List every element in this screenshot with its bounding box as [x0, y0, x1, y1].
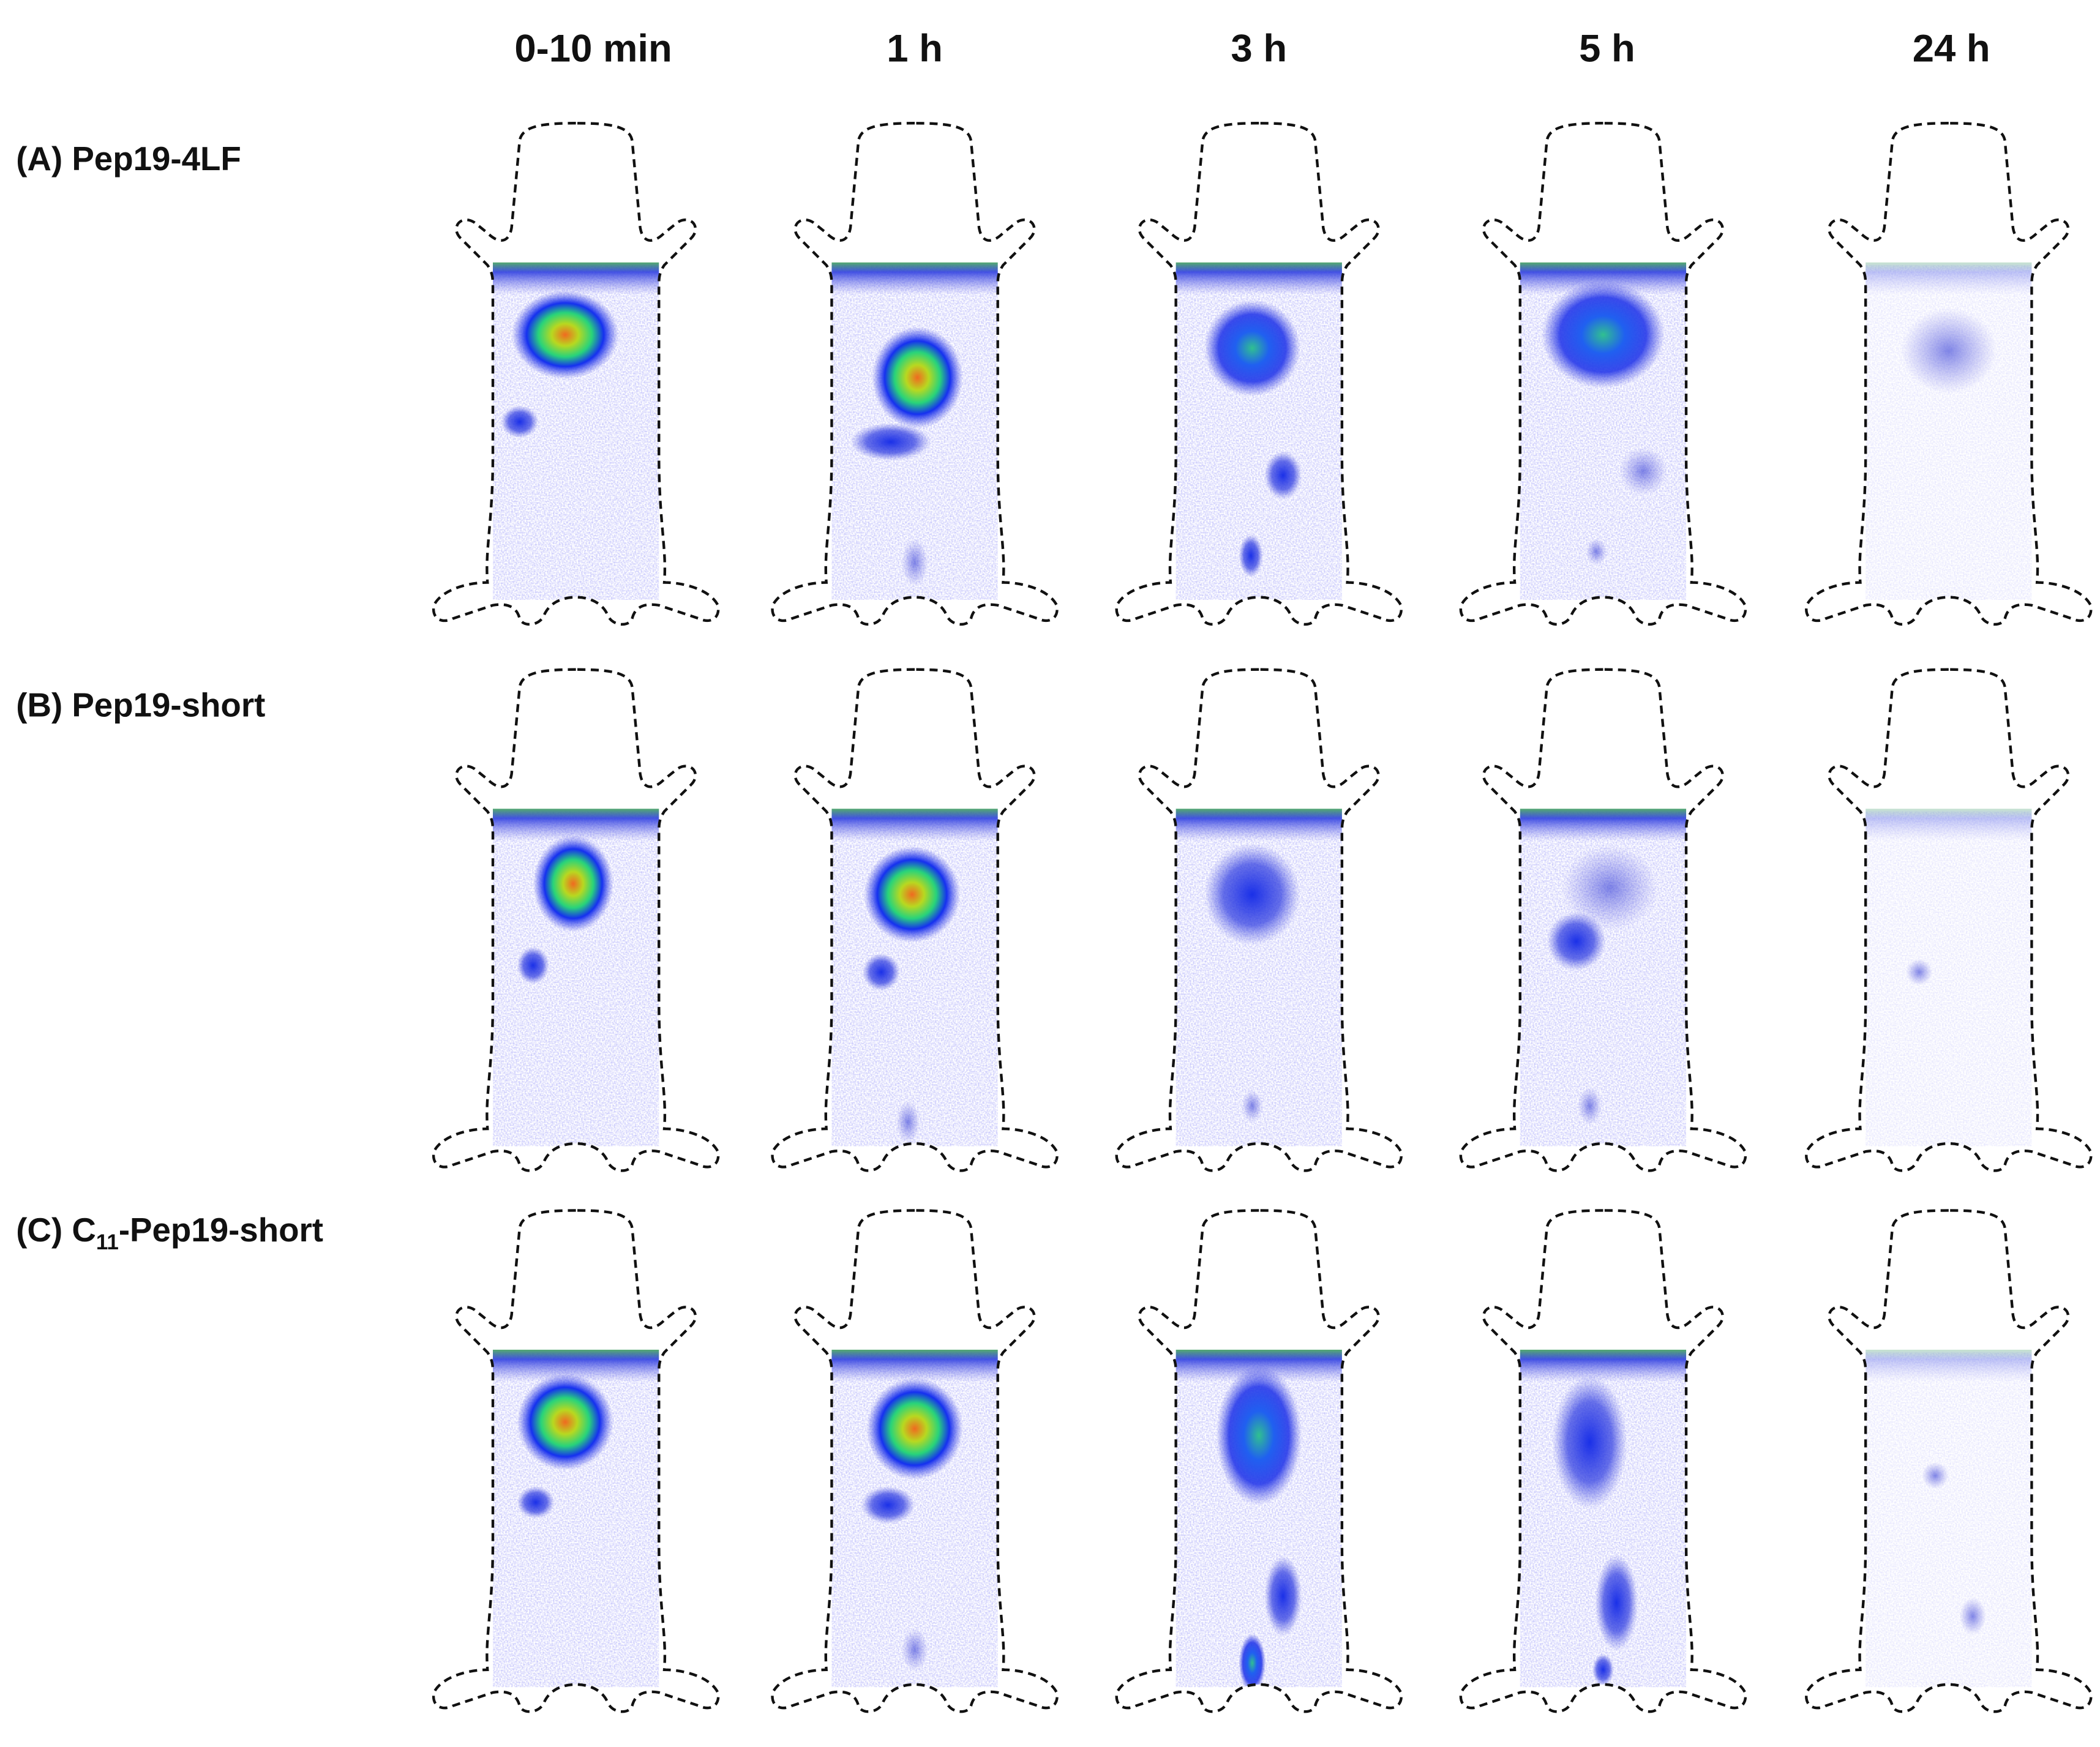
- organ-signal: [863, 846, 961, 943]
- mouse-image: [1461, 123, 1746, 624]
- uptake: [1176, 1349, 1342, 1693]
- organ-signal: [1619, 447, 1668, 496]
- organ-signal: [1239, 534, 1263, 577]
- organ-signal: [1264, 451, 1302, 499]
- row-labels: (A) Pep19-4LF (B) Pep19-short (C) C11-Pe…: [16, 140, 323, 1254]
- uptake: [1520, 809, 1687, 1147]
- organ-signal: [1592, 1653, 1614, 1686]
- organ-signal: [533, 835, 613, 932]
- top-edge: [1520, 1349, 1687, 1382]
- organ-signal: [1595, 1554, 1638, 1652]
- organ-signal: [896, 1101, 920, 1144]
- organ-signal: [511, 290, 619, 380]
- uptake: [1176, 262, 1342, 600]
- organ-signal: [517, 1486, 555, 1519]
- mouse-image: [1461, 670, 1746, 1171]
- column-header: 24 h: [1913, 28, 1990, 70]
- mouse-image: [1461, 1210, 1746, 1711]
- organ-signal: [862, 953, 901, 991]
- organ-signal: [1561, 845, 1659, 931]
- organ-signal: [1204, 844, 1301, 946]
- organ-signal: [1900, 308, 1997, 394]
- organ-signal: [1541, 281, 1665, 389]
- mouse-image: [1806, 670, 2091, 1171]
- organ-signal: [1204, 299, 1301, 397]
- top-edge: [493, 809, 659, 841]
- organ-signal: [1577, 1087, 1602, 1125]
- column-header: 3 h: [1231, 28, 1287, 70]
- mouse-image: [1117, 123, 1401, 624]
- uptake: [493, 262, 659, 600]
- row-label: (C) C11-Pep19-short: [16, 1211, 323, 1254]
- organ-signal: [1959, 1597, 1987, 1635]
- mouse-image: [773, 670, 1057, 1171]
- organ-signal: [872, 326, 963, 428]
- organ-signal: [866, 1377, 963, 1480]
- organ-signal: [1241, 1090, 1263, 1123]
- top-edge: [1176, 262, 1342, 295]
- uptake: [831, 809, 998, 1147]
- column-header: 0-10 min: [514, 28, 672, 70]
- organ-signal: [1264, 1555, 1302, 1637]
- row-label: (A) Pep19-4LF: [16, 140, 241, 178]
- uptake: [1866, 809, 2032, 1147]
- column-header: 1 h: [887, 28, 943, 70]
- body-signal: [1866, 811, 2032, 1147]
- top-edge: [831, 1349, 998, 1382]
- top-edge: [1176, 809, 1342, 841]
- mouse-image: [773, 123, 1057, 624]
- mouse-image: [433, 123, 718, 624]
- top-edge: [831, 262, 998, 295]
- top-edge: [1866, 809, 2032, 841]
- uptake: [1866, 262, 2032, 600]
- organ-signal: [1922, 1462, 1949, 1489]
- uptake: [831, 262, 998, 600]
- mouse-image: [433, 670, 718, 1171]
- top-edge: [831, 809, 998, 841]
- organ-signal: [1239, 1633, 1266, 1693]
- mouse-image: [1806, 1210, 2091, 1711]
- top-edge: [1866, 1349, 2032, 1382]
- uptake: [1176, 809, 1342, 1147]
- uptake: [493, 1349, 659, 1688]
- organ-signal: [517, 1374, 613, 1470]
- column-headers: 0-10 min 1 h 3 h 5 h 24 h: [514, 28, 1990, 70]
- organ-signal: [901, 538, 928, 587]
- organ-signal: [1905, 959, 1933, 986]
- organ-signal: [1585, 538, 1607, 566]
- top-edge: [493, 262, 659, 295]
- mouse-image: [1117, 1210, 1401, 1711]
- uptake: [493, 809, 659, 1147]
- top-edge: [1866, 262, 2032, 295]
- image-grid: [433, 123, 2091, 1711]
- mouse-image: [1806, 123, 2091, 624]
- organ-signal: [1216, 1366, 1302, 1505]
- mouse-image: [773, 1210, 1057, 1711]
- label-part: -Pep19-short: [119, 1211, 323, 1249]
- mouse-image: [1117, 670, 1401, 1171]
- uptake: [1520, 1349, 1687, 1688]
- mouse-image: [433, 1210, 718, 1711]
- label-subscript: 11: [96, 1230, 119, 1254]
- organ-signal: [850, 423, 931, 461]
- uptake: [1520, 262, 1687, 600]
- column-header: 5 h: [1579, 28, 1635, 70]
- organ-signal: [517, 946, 549, 984]
- body-signal: [1866, 1352, 2032, 1688]
- organ-signal: [901, 1628, 928, 1671]
- row-label: (B) Pep19-short: [16, 686, 265, 724]
- organ-signal: [1552, 1375, 1627, 1509]
- top-edge: [1520, 809, 1687, 841]
- organ-signal: [501, 405, 539, 438]
- uptake: [1866, 1349, 2032, 1688]
- organ-signal: [861, 1486, 915, 1524]
- label-part: (C) C: [16, 1211, 96, 1249]
- uptake: [831, 1349, 998, 1688]
